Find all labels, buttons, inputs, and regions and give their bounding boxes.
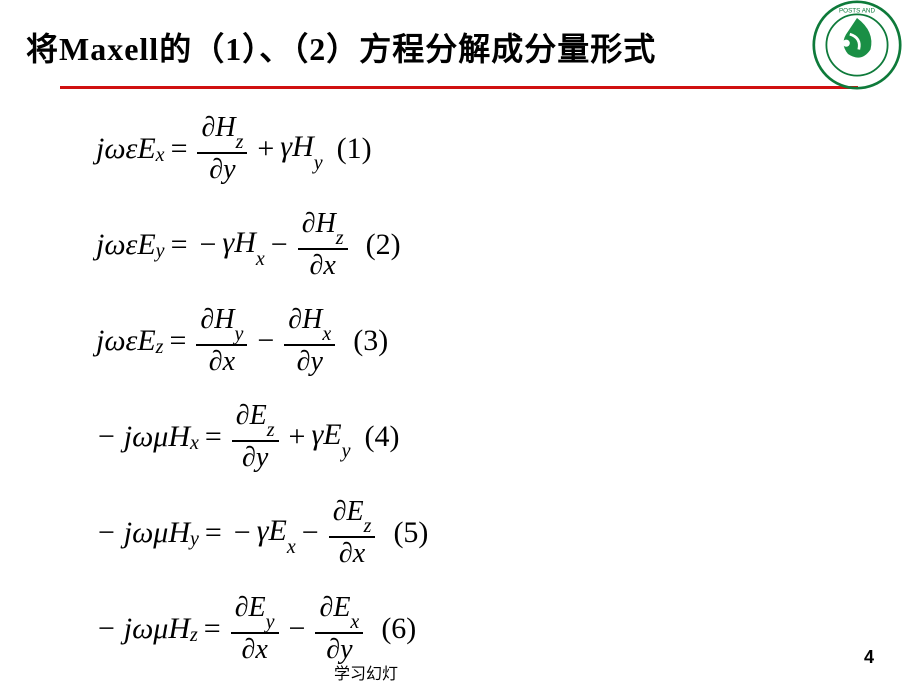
equation-row: jωεEz = ∂Hy ∂x − ∂Hx ∂y (3) <box>96 300 428 382</box>
svg-text:POSTS AND: POSTS AND <box>839 8 875 15</box>
equation-row: − jωμHy = −γEx− ∂Ez ∂x (5) <box>96 492 428 574</box>
equation-row: − jωμHx = ∂Ez ∂y +γEy (4) <box>96 396 428 478</box>
footer-label: 学习幻灯 <box>334 660 398 684</box>
equation-row: jωεEy = −γHx− ∂Hz ∂x (2) <box>96 204 428 286</box>
equation-row: jωεEx = ∂Hz ∂y +γHy (1) <box>96 108 428 190</box>
equation-block: jωεEx = ∂Hz ∂y +γHy (1) jωεEy = −γHx− ∂H… <box>96 108 428 684</box>
page-number: 4 <box>864 647 874 668</box>
equation-row: − jωμHz = ∂Ey ∂x − ∂Ex ∂y (6) <box>96 588 428 670</box>
slide-title: 将Maxell的（1）、（2）方程分解成分量形式 <box>26 24 656 70</box>
title-underline <box>60 86 858 89</box>
university-logo: POSTS AND <box>812 0 902 90</box>
